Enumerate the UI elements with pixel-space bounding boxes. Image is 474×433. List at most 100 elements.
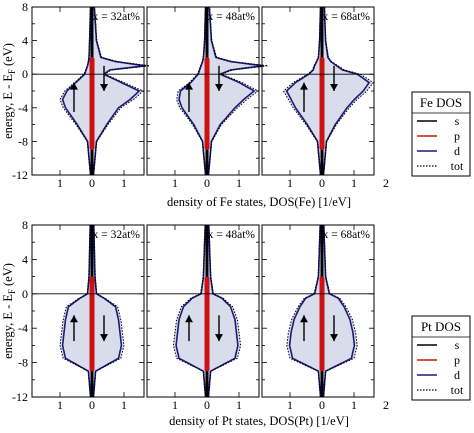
concentration-label: x = 68at% [323, 229, 371, 241]
y-axis-label-unit: (eV) [1, 263, 15, 286]
tot-line-down [59, 224, 91, 398]
legend-item-s: s [455, 338, 460, 352]
y-tick-label: -8 [18, 356, 28, 370]
x-tick-label: 2 [383, 176, 389, 190]
tot-line-down [286, 224, 321, 398]
panel-3: x = 68at% 1 0 1 2 [261, 6, 389, 190]
x-tick-label: 0 [89, 176, 95, 190]
x-tick-label: 0 [319, 398, 325, 412]
p-line [89, 57, 95, 150]
legend-item-s: s [455, 114, 460, 128]
p-line [319, 57, 325, 150]
x-tick-label: 0 [204, 176, 210, 190]
spin-down-arrow [330, 65, 338, 91]
x-tick-label: 0 [204, 398, 210, 412]
spin-down-arrow [215, 315, 223, 342]
x-tick-label: 1 [236, 398, 242, 412]
concentration-label: x = 68at% [323, 11, 371, 23]
spin-down-arrow [100, 65, 108, 91]
legend-item-p: p [454, 129, 460, 143]
p-line [204, 276, 210, 372]
y-tick-label: -4 [18, 101, 28, 115]
spin-down-arrow [100, 315, 108, 342]
legend-box [411, 91, 471, 177]
y-tick-label: 4 [22, 252, 28, 266]
x-tick-label: 1 [287, 398, 293, 412]
spin-up-arrow [70, 315, 78, 342]
concentration-label: x = 32at% [93, 11, 141, 23]
y-axis-label-sub: F [7, 289, 17, 294]
tot-line-down [282, 7, 321, 176]
y-tick-label: -12 [12, 390, 28, 404]
panel-2: x = 48at% 1 0 1 [146, 224, 260, 412]
spin-up-arrow [185, 82, 193, 112]
legend-item-tot: tot [451, 159, 464, 173]
x-tick-label: 1 [287, 176, 293, 190]
tot-fill [176, 7, 268, 175]
spin-up-arrow [300, 315, 308, 342]
y-axis-label-main: energy, E - E [1, 74, 15, 139]
p-line [89, 276, 95, 372]
spin-up-arrow [70, 82, 78, 112]
legend-title: Pt DOS [421, 319, 461, 334]
tot-line-up [323, 224, 358, 398]
legend-item-tot: tot [451, 383, 464, 397]
spin-up-arrow [185, 315, 193, 342]
legend-title: Fe DOS [420, 95, 462, 110]
x-tick-label: 1 [121, 398, 127, 412]
tot-line-down [59, 7, 91, 176]
tot-line-up [323, 7, 374, 176]
x-tick-label: 2 [383, 398, 389, 412]
panel-3: x = 68at% 1 0 1 2 [261, 224, 389, 412]
y-tick-label: -8 [18, 134, 28, 148]
x-axis-label: density of Fe states, DOS(Fe) [1/eV] [167, 195, 351, 209]
concentration-label: x = 32at% [93, 229, 141, 241]
x-tick-label: 1 [57, 176, 63, 190]
legend-item-d: d [454, 144, 460, 158]
y-axis-label-main: energy, E - E [1, 294, 15, 359]
x-tick-label: 0 [89, 398, 95, 412]
x-tick-label: 1 [172, 398, 178, 412]
y-tick-label: 8 [22, 0, 28, 14]
y-tick-label: 4 [22, 34, 28, 48]
x-tick-label: 1 [172, 176, 178, 190]
y-tick-label: 0 [22, 67, 28, 81]
x-tick-label: 1 [351, 398, 357, 412]
y-axis-label-sub: F [7, 69, 17, 74]
y-axis-label-unit: (eV) [1, 43, 15, 66]
spin-down-arrow [215, 65, 223, 91]
x-tick-label: 1 [236, 176, 242, 190]
x-tick-label: 1 [57, 398, 63, 412]
p-line [204, 57, 210, 150]
y-axis-label: energy, E - EF (eV) [1, 43, 17, 139]
spin-up-arrow [300, 82, 308, 112]
panel-1: x = 32at% 1 0 1 [31, 6, 150, 190]
concentration-label: x = 48at% [208, 11, 256, 23]
x-tick-label: 1 [351, 176, 357, 190]
panel-2: x = 48at% 1 0 1 [146, 6, 268, 190]
tot-line-down [172, 224, 206, 398]
tot-line-down [176, 7, 206, 176]
y-tick-label: -4 [18, 321, 28, 335]
legend-box [411, 315, 471, 401]
y-tick-label: 0 [22, 287, 28, 301]
tot-fill [283, 7, 374, 175]
y-tick-label: 8 [22, 218, 28, 232]
y-tick-label: -12 [12, 168, 28, 182]
legend-item-p: p [454, 353, 460, 367]
d-line-up [322, 225, 356, 398]
p-line [319, 276, 325, 372]
tot-line-up [93, 224, 125, 398]
legend-item-d: d [454, 368, 460, 382]
chart-fe: x = 32at%1 0 1x = 48at%1 0 1x = 68at%1 0 1 2840… [1, 0, 471, 209]
panel-1: x = 32at% 1 0 1 [31, 224, 145, 412]
y-axis-label: energy, E - EF (eV) [1, 263, 17, 359]
x-tick-label: 1 [121, 176, 127, 190]
d-line-down [288, 225, 322, 398]
x-axis-label: density of Pt states, DOS(Pt) [1/eV] [169, 414, 349, 428]
spin-down-arrow [330, 315, 338, 342]
concentration-label: x = 48at% [208, 229, 256, 241]
